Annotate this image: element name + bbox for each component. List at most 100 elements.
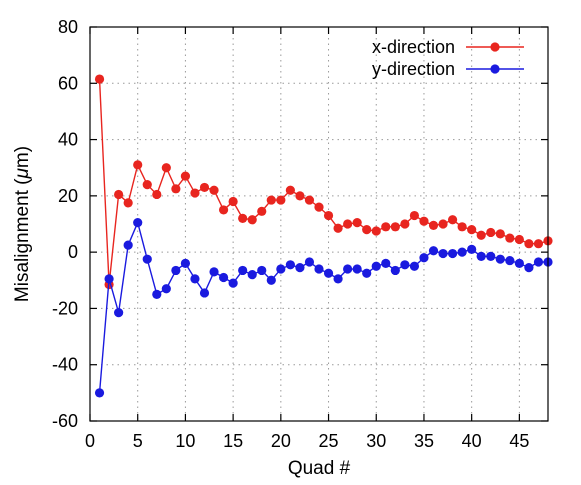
- data-point-y-direction: [505, 255, 515, 266]
- y-axis-title: Misalignment (μm): [12, 146, 33, 302]
- y-tick-label: 80: [58, 17, 78, 37]
- data-point-y-direction: [228, 278, 238, 288]
- data-point-y-direction: [467, 244, 477, 254]
- data-point-y-direction: [333, 274, 343, 284]
- data-point-x-direction: [314, 202, 324, 212]
- data-point-x-direction: [371, 226, 381, 236]
- data-point-y-direction: [190, 274, 200, 284]
- data-point-x-direction: [409, 210, 420, 221]
- data-point-x-direction: [285, 185, 295, 195]
- data-point-x-direction: [180, 171, 191, 181]
- data-point-x-direction: [390, 222, 400, 232]
- y-axis-title-suffix: m): [12, 146, 33, 168]
- x-tick-label: 35: [414, 431, 434, 451]
- data-point-y-direction: [447, 248, 458, 259]
- data-point-x-direction: [505, 233, 515, 243]
- data-point-y-direction: [486, 251, 496, 261]
- legend-marker-y-direction: [490, 64, 500, 74]
- data-point-x-direction: [333, 223, 343, 233]
- x-axis-title: Quad #: [288, 458, 351, 479]
- data-point-x-direction: [161, 163, 171, 173]
- data-point-y-direction: [218, 272, 229, 283]
- data-point-y-direction: [352, 264, 362, 274]
- data-point-x-direction: [343, 219, 353, 229]
- data-point-x-direction: [304, 195, 315, 205]
- data-point-y-direction: [133, 217, 143, 228]
- data-point-y-direction: [362, 268, 372, 278]
- data-point-x-direction: [276, 195, 286, 205]
- data-point-y-direction: [104, 274, 114, 284]
- data-point-y-direction: [495, 254, 505, 264]
- y-tick-label: 40: [58, 130, 78, 150]
- data-point-x-direction: [114, 189, 124, 200]
- data-point-y-direction: [152, 289, 162, 299]
- y-axis-title-mu: μ: [12, 168, 33, 180]
- data-point-x-direction: [133, 160, 143, 170]
- data-point-x-direction: [295, 191, 305, 201]
- data-point-y-direction: [266, 275, 276, 285]
- x-tick-label: 40: [462, 431, 482, 451]
- data-point-y-direction: [171, 265, 181, 276]
- data-point-x-direction: [438, 219, 448, 229]
- data-point-x-direction: [400, 219, 410, 229]
- data-point-y-direction: [381, 258, 391, 268]
- data-point-y-direction: [343, 264, 353, 274]
- data-point-x-direction: [362, 225, 372, 235]
- legend-marker-x-direction: [490, 42, 500, 52]
- data-point-x-direction: [495, 229, 505, 239]
- x-tick-label: 10: [175, 431, 195, 451]
- data-point-x-direction: [514, 234, 524, 245]
- data-point-x-direction: [209, 185, 219, 195]
- data-point-y-direction: [257, 265, 267, 276]
- data-point-x-direction: [238, 213, 248, 223]
- data-point-y-direction: [524, 263, 534, 273]
- data-point-x-direction: [142, 180, 152, 190]
- data-point-x-direction: [428, 220, 439, 231]
- data-point-x-direction: [199, 182, 210, 193]
- data-point-x-direction: [152, 189, 162, 200]
- data-point-y-direction: [94, 388, 105, 398]
- x-tick-label: 15: [223, 431, 243, 451]
- y-tick-label: -20: [52, 298, 78, 318]
- data-point-x-direction: [123, 198, 133, 208]
- y-tick-label: 0: [68, 242, 78, 262]
- series-layer: [94, 74, 553, 398]
- data-point-x-direction: [467, 225, 477, 235]
- data-point-y-direction: [390, 265, 400, 276]
- data-point-y-direction: [533, 257, 544, 267]
- data-point-x-direction: [524, 239, 534, 249]
- data-point-x-direction: [381, 222, 391, 232]
- y-tick-label: 20: [58, 186, 78, 206]
- data-point-y-direction: [180, 258, 191, 268]
- data-point-y-direction: [276, 264, 286, 274]
- data-point-y-direction: [409, 261, 420, 271]
- data-point-y-direction: [323, 268, 334, 278]
- data-point-y-direction: [514, 258, 524, 268]
- data-point-y-direction: [161, 284, 171, 294]
- x-tick-label: 45: [509, 431, 529, 451]
- data-point-x-direction: [218, 205, 229, 215]
- data-point-y-direction: [238, 265, 248, 276]
- data-point-x-direction: [533, 239, 544, 249]
- legend-label-y-direction: y-direction: [372, 59, 455, 79]
- ticks: 0 5 10 15 20 25 30 35 40 45 -60 -40 -20 0 20 40 60 80: [52, 17, 548, 451]
- data-point-y-direction: [142, 254, 152, 264]
- data-point-x-direction: [190, 188, 200, 198]
- y-tick-label: -60: [52, 411, 78, 431]
- x-tick-label: 0: [85, 431, 95, 451]
- x-tick-label: 30: [366, 431, 386, 451]
- data-point-y-direction: [428, 246, 439, 256]
- x-tick-label: 5: [133, 431, 143, 451]
- data-point-x-direction: [171, 184, 181, 194]
- data-point-x-direction: [247, 215, 257, 225]
- x-tick-label: 20: [271, 431, 291, 451]
- y-tick-label: -40: [52, 355, 78, 375]
- data-point-x-direction: [257, 206, 267, 216]
- data-point-y-direction: [400, 260, 410, 270]
- data-point-y-direction: [457, 247, 467, 257]
- y-axis-title-prefix: Misalignment (: [12, 178, 33, 302]
- data-point-x-direction: [476, 230, 486, 240]
- x-tick-label: 25: [319, 431, 339, 451]
